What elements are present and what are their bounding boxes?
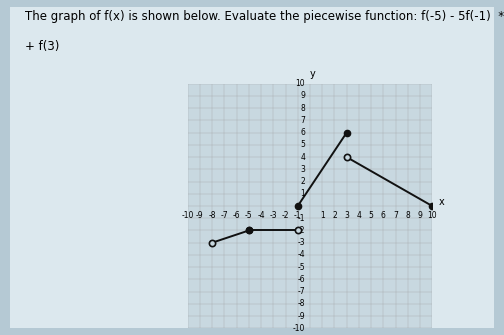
Text: 4: 4 [300,153,305,161]
Text: -10: -10 [181,211,194,220]
Text: -8: -8 [297,299,305,308]
Text: -4: -4 [257,211,265,220]
Text: 3: 3 [344,211,349,220]
Text: -3: -3 [270,211,277,220]
Text: 9: 9 [300,91,305,100]
Text: y: y [310,69,316,79]
Text: -8: -8 [208,211,216,220]
Text: -10: -10 [293,324,305,333]
FancyBboxPatch shape [10,7,494,328]
Text: 1: 1 [300,189,305,198]
Text: 6: 6 [381,211,386,220]
Text: -1: -1 [294,211,301,220]
Text: -5: -5 [297,263,305,272]
Text: -7: -7 [221,211,228,220]
Text: 1: 1 [320,211,325,220]
Text: -4: -4 [297,251,305,259]
Text: + f(3): + f(3) [25,40,59,53]
Text: x: x [438,197,444,207]
Text: 5: 5 [368,211,373,220]
Text: 8: 8 [300,104,305,113]
Text: 5: 5 [300,140,305,149]
Text: 4: 4 [356,211,361,220]
Text: -1: -1 [297,214,305,223]
Text: -7: -7 [297,287,305,296]
Text: -9: -9 [196,211,204,220]
Text: 2: 2 [332,211,337,220]
Text: -2: -2 [297,226,305,235]
Text: -3: -3 [297,238,305,247]
Text: 6: 6 [300,128,305,137]
Text: -6: -6 [297,275,305,284]
Text: -2: -2 [282,211,289,220]
Text: -9: -9 [297,312,305,321]
Text: 10: 10 [427,211,437,220]
Text: -5: -5 [245,211,253,220]
Text: 7: 7 [300,116,305,125]
Text: 8: 8 [405,211,410,220]
Text: -6: -6 [233,211,240,220]
Text: 2: 2 [300,177,305,186]
Text: 10: 10 [295,79,305,88]
Text: 3: 3 [300,165,305,174]
Text: 9: 9 [418,211,422,220]
Text: The graph of f(x) is shown below. Evaluate the piecewise function: f(-5) - 5f(-1: The graph of f(x) is shown below. Evalua… [25,10,504,23]
Text: 7: 7 [393,211,398,220]
